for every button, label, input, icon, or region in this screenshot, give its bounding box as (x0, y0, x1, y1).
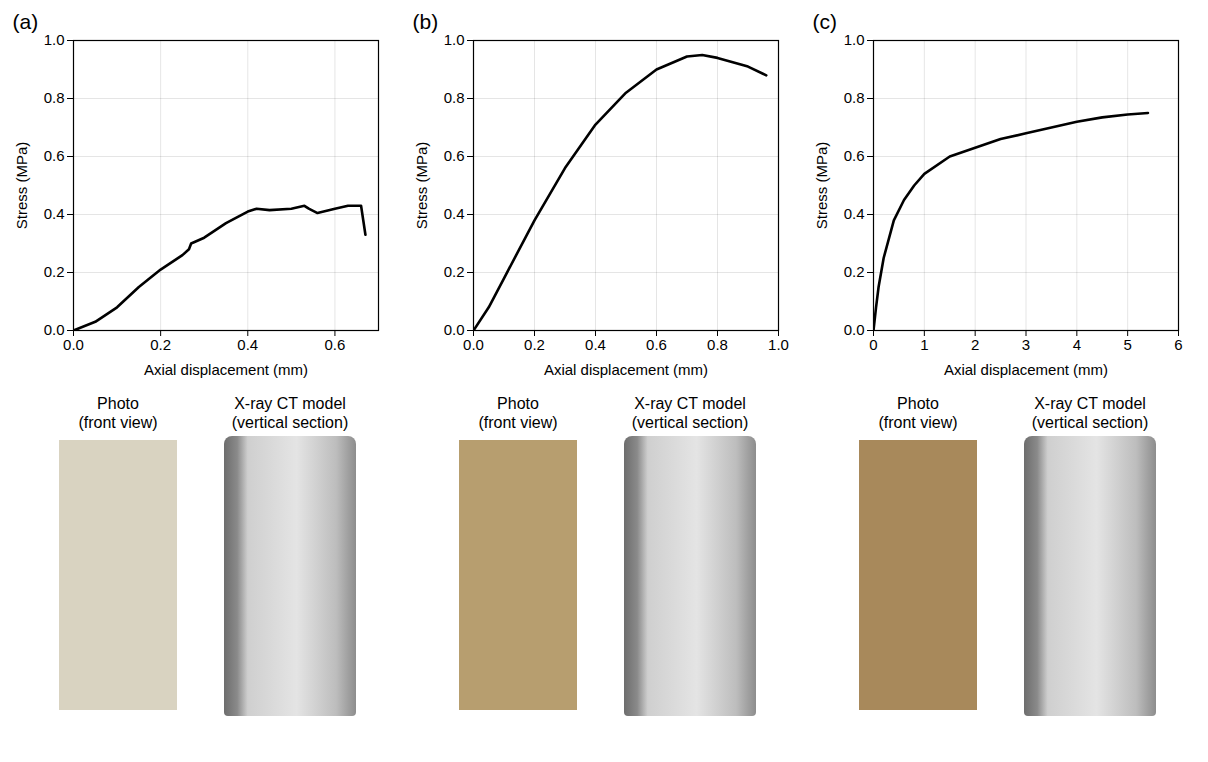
svg-text:0.0: 0.0 (444, 321, 465, 338)
svg-text:0.2: 0.2 (444, 263, 465, 280)
html-text:(vertical section): (vertical section) (231, 414, 349, 431)
svg-text:0.4: 0.4 (844, 205, 865, 222)
svg-text:0.4: 0.4 (237, 336, 258, 353)
svg-text:0.2: 0.2 (150, 336, 171, 353)
svg-text:Axial displacement (mm): Axial displacement (mm) (544, 361, 708, 378)
svg-text:1.0: 1.0 (444, 31, 465, 48)
svg-text:Stress (MPa): Stress (MPa) (813, 142, 830, 230)
svg-text:0.2: 0.2 (524, 336, 545, 353)
svg-text:0.8: 0.8 (444, 89, 465, 106)
svg-text:2: 2 (971, 336, 979, 353)
html-text:X-ray CT model: X-ray CT model (234, 395, 346, 412)
svg-text:1: 1 (920, 336, 928, 353)
html-text:(front view): (front view) (478, 414, 558, 431)
svg-text:Stress (MPa): Stress (MPa) (13, 142, 30, 230)
svg-text:0.6: 0.6 (646, 336, 667, 353)
svg-text:(b): (b) (413, 10, 439, 33)
svg-text:0.4: 0.4 (44, 205, 65, 222)
svg-text:4: 4 (1073, 336, 1081, 353)
svg-text:Stress (MPa): Stress (MPa) (413, 142, 430, 230)
svg-text:0.4: 0.4 (585, 336, 606, 353)
svg-text:Axial displacement (mm): Axial displacement (mm) (944, 361, 1108, 378)
svg-text:(c): (c) (813, 10, 838, 33)
html-text:X-ray CT model: X-ray CT model (1034, 395, 1146, 412)
html-text:Photo: Photo (897, 395, 939, 412)
svg-text:Axial displacement (mm): Axial displacement (mm) (144, 361, 308, 378)
html-text:Photo: Photo (497, 395, 539, 412)
svg-text:0.0: 0.0 (63, 336, 84, 353)
svg-text:0: 0 (869, 336, 877, 353)
svg-text:6: 6 (1174, 336, 1182, 353)
svg-text:1.0: 1.0 (844, 31, 865, 48)
svg-text:5: 5 (1123, 336, 1131, 353)
svg-text:0.2: 0.2 (44, 263, 65, 280)
svg-text:0.8: 0.8 (44, 89, 65, 106)
svg-text:0.6: 0.6 (44, 147, 65, 164)
html-text:(vertical section): (vertical section) (631, 414, 749, 431)
svg-text:0.0: 0.0 (463, 336, 484, 353)
svg-text:0.6: 0.6 (844, 147, 865, 164)
svg-text:0.0: 0.0 (844, 321, 865, 338)
svg-text:0.6: 0.6 (324, 336, 345, 353)
svg-text:(a): (a) (13, 10, 39, 33)
svg-text:0.0: 0.0 (44, 321, 65, 338)
html-text:(front view): (front view) (878, 414, 958, 431)
svg-text:0.8: 0.8 (844, 89, 865, 106)
svg-text:0.4: 0.4 (444, 205, 465, 222)
svg-text:3: 3 (1022, 336, 1030, 353)
svg-text:1.0: 1.0 (768, 336, 789, 353)
html-text:(front view): (front view) (78, 414, 158, 431)
svg-text:0.2: 0.2 (844, 263, 865, 280)
svg-text:0.8: 0.8 (707, 336, 728, 353)
svg-text:1.0: 1.0 (44, 31, 65, 48)
svg-text:0.6: 0.6 (444, 147, 465, 164)
html-text:X-ray CT model: X-ray CT model (634, 395, 746, 412)
html-text:Photo: Photo (97, 395, 139, 412)
html-text:(vertical section): (vertical section) (1031, 414, 1149, 431)
